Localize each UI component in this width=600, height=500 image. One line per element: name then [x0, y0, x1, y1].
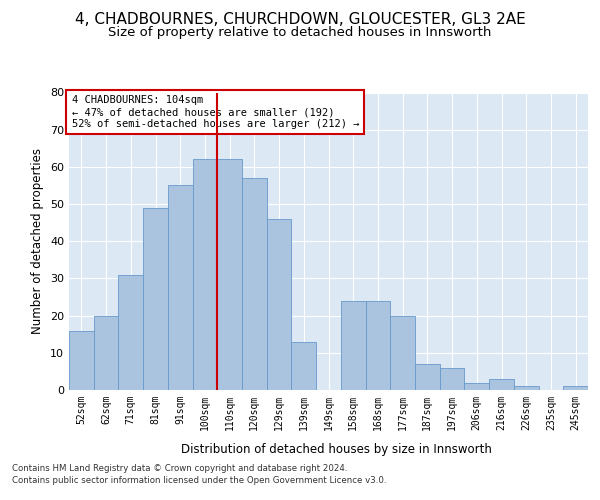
Bar [464, 382, 489, 390]
Bar [341, 300, 365, 390]
Bar [563, 386, 588, 390]
Text: Contains HM Land Registry data © Crown copyright and database right 2024.: Contains HM Land Registry data © Crown c… [12, 464, 347, 473]
Bar [143, 208, 168, 390]
Y-axis label: Number of detached properties: Number of detached properties [31, 148, 44, 334]
Bar [267, 219, 292, 390]
Bar [118, 274, 143, 390]
Bar [168, 186, 193, 390]
Text: 4 CHADBOURNES: 104sqm
← 47% of detached houses are smaller (192)
52% of semi-det: 4 CHADBOURNES: 104sqm ← 47% of detached … [71, 96, 359, 128]
Bar [489, 379, 514, 390]
Bar [440, 368, 464, 390]
Bar [69, 330, 94, 390]
Bar [217, 160, 242, 390]
Bar [514, 386, 539, 390]
Text: Size of property relative to detached houses in Innsworth: Size of property relative to detached ho… [109, 26, 491, 39]
Text: 4, CHADBOURNES, CHURCHDOWN, GLOUCESTER, GL3 2AE: 4, CHADBOURNES, CHURCHDOWN, GLOUCESTER, … [74, 12, 526, 28]
Bar [193, 160, 217, 390]
Bar [94, 316, 118, 390]
Bar [390, 316, 415, 390]
Bar [365, 300, 390, 390]
Bar [242, 178, 267, 390]
Text: Distribution of detached houses by size in Innsworth: Distribution of detached houses by size … [181, 442, 491, 456]
Text: Contains public sector information licensed under the Open Government Licence v3: Contains public sector information licen… [12, 476, 386, 485]
Bar [292, 342, 316, 390]
Bar [415, 364, 440, 390]
